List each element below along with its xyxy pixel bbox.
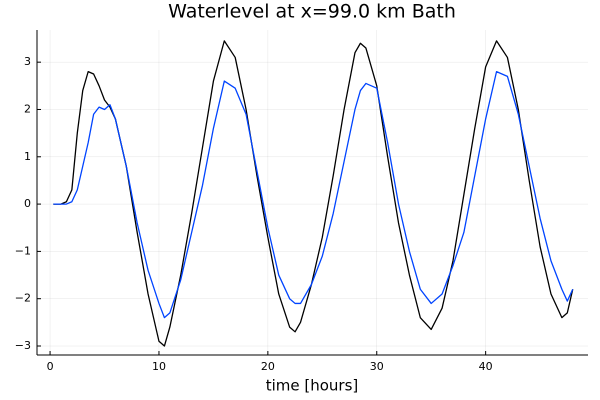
y-tick-label: 2 [24,102,31,115]
series-line [53,70,574,319]
x-axis-label: time [hours] [266,377,359,395]
series-line [53,40,574,347]
x-tick-label: 40 [479,360,493,373]
y-tick-label: −3 [15,339,31,352]
y-tick-label: −2 [15,292,31,305]
y-tick-label: 3 [24,55,31,68]
x-tick-label: 10 [152,360,166,373]
x-tick-label: 30 [370,360,384,373]
x-tick-label: 20 [261,360,275,373]
y-tick-label: 0 [24,197,31,210]
y-tick-label: 1 [24,150,31,163]
y-tick-label: −1 [15,244,31,257]
chart-title: Waterlevel at x=99.0 km Bath [168,1,456,23]
x-tick-label: 0 [47,360,54,373]
